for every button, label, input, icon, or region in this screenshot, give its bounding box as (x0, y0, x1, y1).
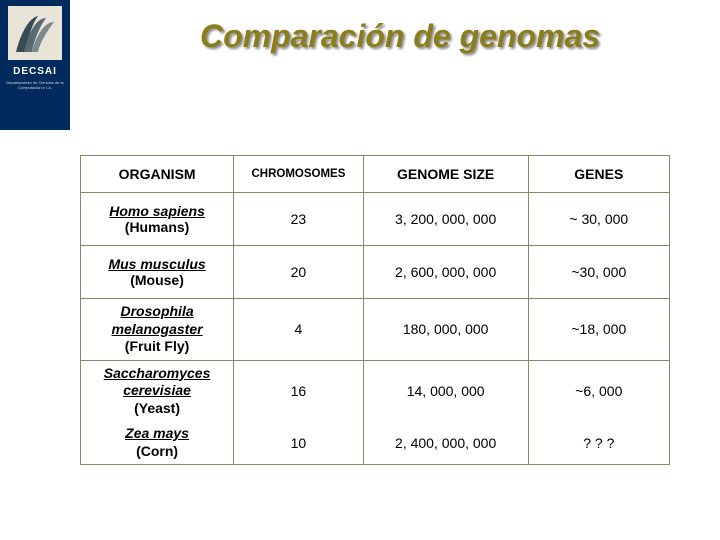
organism-scientific: Drosophila melanogaster (112, 303, 203, 337)
cell-chromosomes: 10 (234, 421, 364, 465)
cell-genome-size: 14, 000, 000 (363, 360, 528, 421)
cell-genes: ~ 30, 000 (528, 193, 669, 246)
logo-image (8, 6, 62, 60)
table-row: Homo sapiens (Humans) 23 3, 200, 000, 00… (81, 193, 670, 246)
cell-genes: ~30, 000 (528, 246, 669, 299)
cell-genome-size: 2, 600, 000, 000 (363, 246, 528, 299)
cell-organism: Drosophila melanogaster (Fruit Fly) (81, 299, 234, 361)
col-genes: GENES (528, 156, 669, 193)
cell-genome-size: 180, 000, 000 (363, 299, 528, 361)
cell-organism: Homo sapiens (Humans) (81, 193, 234, 246)
cell-genome-size: 3, 200, 000, 000 (363, 193, 528, 246)
cell-genes: ~18, 000 (528, 299, 669, 361)
genome-table: ORGANISM CHROMOSOMES GENOME SIZE GENES H… (80, 155, 670, 465)
logo-panel: DECSAI Departamento de Ciencias de la Co… (0, 0, 70, 130)
organism-common: (Mouse) (130, 272, 184, 288)
slide-title: Comparación de genomas (100, 18, 700, 55)
logo-acronym: DECSAI (13, 66, 57, 77)
organism-common: (Corn) (136, 443, 178, 459)
cell-chromosomes: 16 (234, 360, 364, 421)
cell-organism: Mus musculus (Mouse) (81, 246, 234, 299)
cell-genome-size: 2, 400, 000, 000 (363, 421, 528, 465)
cell-genes: ~6, 000 (528, 360, 669, 421)
cell-chromosomes: 20 (234, 246, 364, 299)
organism-common: (Fruit Fly) (125, 338, 190, 354)
table-row: Mus musculus (Mouse) 20 2, 600, 000, 000… (81, 246, 670, 299)
cell-chromosomes: 23 (234, 193, 364, 246)
table-row: Saccharomyces cerevisiae (Yeast) 16 14, … (81, 360, 670, 421)
organism-scientific: Zea mays (125, 425, 189, 441)
cell-organism: Saccharomyces cerevisiae (Yeast) (81, 360, 234, 421)
cell-genes: ? ? ? (528, 421, 669, 465)
col-genome-size: GENOME SIZE (363, 156, 528, 193)
organism-scientific: Homo sapiens (109, 203, 205, 219)
cell-organism: Zea mays (Corn) (81, 421, 234, 465)
logo-subtitle: Departamento de Ciencias de la Computaci… (0, 81, 70, 91)
col-organism: ORGANISM (81, 156, 234, 193)
organism-common: (Yeast) (134, 400, 180, 416)
cell-chromosomes: 4 (234, 299, 364, 361)
table-row: Zea mays (Corn) 10 2, 400, 000, 000 ? ? … (81, 421, 670, 465)
organism-common: (Humans) (125, 219, 190, 235)
organism-scientific: Saccharomyces cerevisiae (104, 365, 211, 399)
genome-table-wrap: ORGANISM CHROMOSOMES GENOME SIZE GENES H… (80, 155, 670, 465)
col-chromosomes: CHROMOSOMES (234, 156, 364, 193)
table-header-row: ORGANISM CHROMOSOMES GENOME SIZE GENES (81, 156, 670, 193)
organism-scientific: Mus musculus (108, 256, 205, 272)
table-row: Drosophila melanogaster (Fruit Fly) 4 18… (81, 299, 670, 361)
